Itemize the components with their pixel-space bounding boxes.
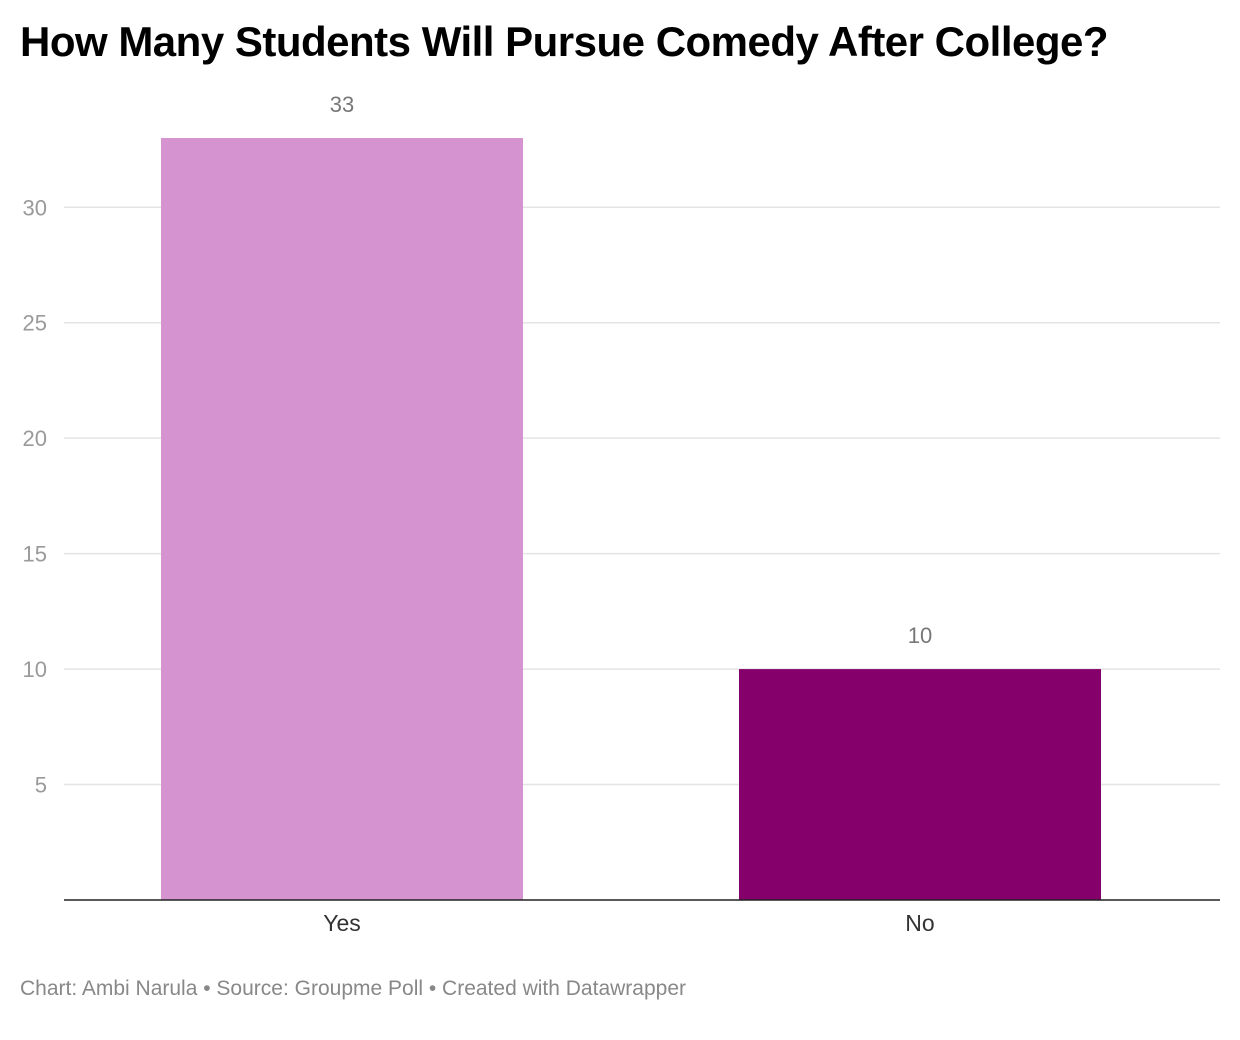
y-tick-label: 25 [23, 311, 47, 336]
y-tick-label: 15 [23, 542, 47, 567]
labels: 5 10 15 20 25 30 33 Yes 10 No [23, 92, 935, 936]
y-tick-label: 20 [23, 426, 47, 451]
y-tick-label: 5 [35, 773, 47, 798]
y-tick-label: 10 [23, 657, 47, 682]
bar-yes [161, 138, 523, 900]
chart-title: How Many Students Will Pursue Comedy Aft… [20, 18, 1109, 65]
bar-no [739, 669, 1101, 900]
chart-credits: Chart: Ambi Narula • Source: Groupme Pol… [20, 977, 686, 1000]
category-label-no: No [905, 910, 934, 936]
value-label-yes: 33 [330, 92, 354, 117]
category-label-yes: Yes [323, 910, 361, 936]
y-tick-label: 30 [23, 195, 47, 220]
value-label-no: 10 [908, 623, 932, 648]
bars [161, 138, 1101, 900]
